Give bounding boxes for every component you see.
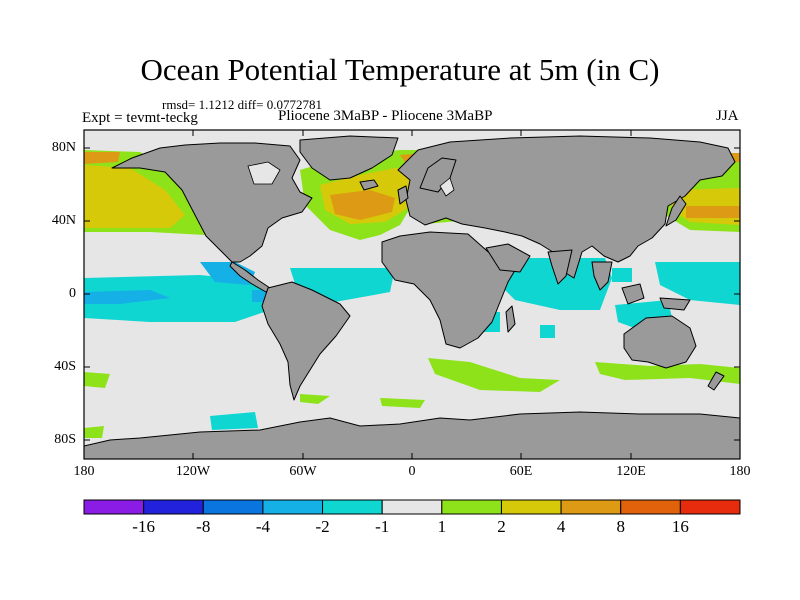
lon-label-180e: 180 <box>729 464 751 479</box>
colorbar-label: -16 <box>132 517 155 536</box>
colorbar-label: -2 <box>315 517 330 536</box>
colorbar-box <box>620 499 681 515</box>
landmass-new-guinea <box>659 297 691 311</box>
anomaly-patch <box>84 426 104 438</box>
lon-label-120e: 120E <box>616 464 646 479</box>
anomaly-patch <box>84 165 185 228</box>
colorbar-boxes <box>83 499 741 515</box>
lat-label-40n: 40N <box>51 213 76 228</box>
lon-label-60e: 60E <box>509 464 533 479</box>
hudson-bay <box>247 161 281 185</box>
colorbar-box <box>83 499 145 515</box>
landmass-iceland <box>359 179 379 191</box>
plot-title: Ocean Potential Temperature at 5m (in C) <box>140 52 660 87</box>
colorbar-label: 8 <box>616 517 625 536</box>
colorbar-box <box>560 499 622 515</box>
anomaly-patch <box>595 362 740 384</box>
anomaly-patch <box>686 206 740 218</box>
landmass-greenland <box>299 135 399 181</box>
anomaly-patch <box>84 290 170 304</box>
colorbar-label: 2 <box>497 517 506 536</box>
anomaly-patch <box>210 412 258 430</box>
lat-label-40s: 40S <box>54 359 76 374</box>
lon-label-60w: 60W <box>289 464 317 479</box>
axis-ticks <box>84 130 740 459</box>
anomaly-patch <box>540 325 555 338</box>
anomaly-patch <box>655 262 740 305</box>
colorbar-label: 4 <box>556 517 566 536</box>
anomaly-patch <box>84 372 110 388</box>
colorbar-label: -4 <box>255 517 270 536</box>
landmass-eurasia <box>397 135 736 279</box>
landmass-borneo <box>621 283 645 305</box>
landmass-new-zealand <box>707 371 725 391</box>
anomaly-patch <box>300 394 330 404</box>
anomaly-patch <box>428 358 560 392</box>
anomaly-patch <box>84 152 120 164</box>
landmass-south-america <box>261 281 351 401</box>
landmass-australia <box>623 315 697 369</box>
colorbar-label: 1 <box>437 517 447 536</box>
lon-label-180w: 180 <box>73 464 95 479</box>
lon-label-0: 0 <box>408 464 416 479</box>
colorbar-box <box>202 499 264 515</box>
landmass-india <box>547 249 573 285</box>
colorbar-box <box>322 499 383 515</box>
lat-label-80s: 80S <box>54 432 76 447</box>
anomaly-patch <box>84 275 275 322</box>
colorbar-box <box>381 499 443 515</box>
anomaly-patch <box>330 190 395 220</box>
colorbar-box <box>262 499 324 515</box>
experiment-label: Expt = tevmt-teckg <box>82 110 198 126</box>
rmsd-diff-stats: rmsd= 1.1212 diff= 0.0772781 <box>162 97 322 112</box>
land-masses <box>83 135 741 460</box>
landmass-madagascar <box>505 305 516 333</box>
anomaly-patch <box>380 398 425 408</box>
landmass-central-america <box>229 261 271 293</box>
landmass-se-asia <box>591 261 613 291</box>
landmass-japan <box>665 195 687 227</box>
comparison-label: Pliocene 3MaBP - Pliocene 3MaBP <box>278 108 493 124</box>
lat-label-80n: 80N <box>51 140 76 155</box>
landmass-arabia <box>485 243 531 273</box>
landmass-uk <box>397 185 409 205</box>
colorbar-label: 16 <box>671 517 689 536</box>
baltic-sea <box>439 177 455 197</box>
colorbar-box <box>500 499 562 515</box>
colorbar-label: -8 <box>196 517 211 536</box>
lat-label-eq: 0 <box>69 286 76 301</box>
lon-label-120w: 120W <box>175 464 211 479</box>
colorbar-box <box>143 499 204 515</box>
anomaly-patch <box>612 268 632 282</box>
landmass-scandinavia <box>419 157 457 193</box>
colorbar-box <box>679 499 741 515</box>
colorbar-box <box>441 499 502 515</box>
inland-water <box>247 161 455 197</box>
season-label: JJA <box>716 108 739 124</box>
landmass-africa <box>381 231 521 349</box>
colorbar-label: -1 <box>375 517 390 536</box>
